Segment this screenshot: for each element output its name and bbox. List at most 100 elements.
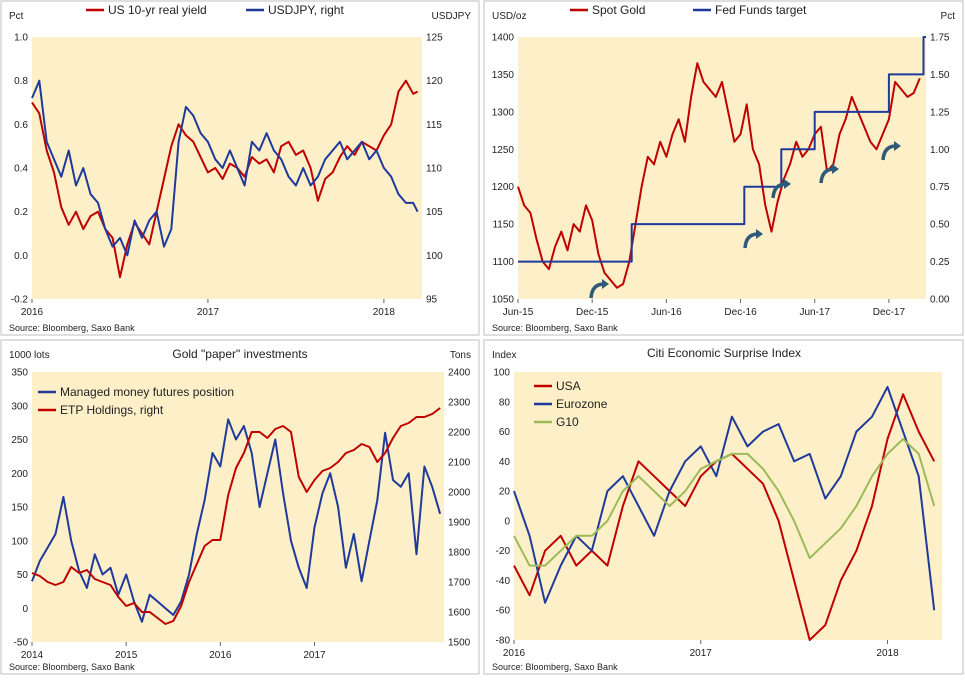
y-tick-right: 1.75 xyxy=(930,33,950,44)
x-tick-label: Jun-15 xyxy=(503,307,534,318)
y-tick-right: 115 xyxy=(426,120,442,131)
y-tick-right: 2300 xyxy=(448,398,471,409)
y-tick-left: 1050 xyxy=(492,295,515,306)
y-tick-right: 95 xyxy=(426,295,438,306)
legend-label: Fed Funds target xyxy=(715,3,807,17)
arrow-head-icon xyxy=(784,179,791,189)
right-axis-unit: Tons xyxy=(450,350,471,361)
y-tick-right: 100 xyxy=(426,251,443,262)
left-axis-unit: 1000 lots xyxy=(9,350,50,361)
y-tick-left: 0 xyxy=(504,516,510,527)
x-tick-label: 2017 xyxy=(690,648,713,659)
legend-label: US 10-yr real yield xyxy=(108,3,207,17)
y-tick-left: 1350 xyxy=(492,70,515,81)
y-tick-left: 60 xyxy=(499,427,511,438)
y-tick-left: 40 xyxy=(499,457,511,468)
x-tick-label: 2015 xyxy=(115,650,138,661)
source-note: Source: Bloomberg, Saxo Bank xyxy=(492,323,618,333)
y-tick-left: 1250 xyxy=(492,145,515,156)
y-tick-left: 0.6 xyxy=(14,120,28,131)
y-tick-left: -60 xyxy=(496,606,511,617)
y-tick-right: 1.50 xyxy=(930,70,950,81)
source-note: Source: Bloomberg, Saxo Bank xyxy=(9,662,135,672)
y-tick-right: 110 xyxy=(426,164,442,175)
legend-label: Spot Gold xyxy=(592,3,645,17)
y-tick-left: 20 xyxy=(499,487,511,498)
y-tick-right: 2400 xyxy=(448,368,471,379)
arrow-head-icon xyxy=(832,164,839,174)
chart-title: Gold "paper" investments xyxy=(172,347,307,361)
y-tick-right: 0.25 xyxy=(930,257,950,268)
y-tick-left: 1100 xyxy=(492,257,514,268)
y-tick-left: 250 xyxy=(11,435,28,446)
y-tick-left: 100 xyxy=(11,536,28,547)
y-tick-right: 120 xyxy=(426,76,443,87)
series-line-red xyxy=(517,62,921,289)
plot-area xyxy=(518,37,926,299)
x-tick-label: 2017 xyxy=(303,650,326,661)
source-note: Source: Bloomberg, Saxo Bank xyxy=(492,662,618,672)
legend-label: Managed money futures position xyxy=(60,385,234,399)
y-tick-left: 50 xyxy=(17,570,29,581)
y-tick-right: 0.75 xyxy=(930,182,950,193)
plot-area xyxy=(514,372,942,640)
y-tick-right: 105 xyxy=(426,207,443,218)
y-tick-left: 300 xyxy=(11,401,28,412)
right-axis-unit: Pct xyxy=(941,11,956,22)
y-tick-left: 1150 xyxy=(492,220,514,231)
series-line-blue xyxy=(518,36,926,263)
y-tick-right: 0.00 xyxy=(930,295,950,306)
y-tick-left: 80 xyxy=(499,397,511,408)
left-axis-unit: Pct xyxy=(9,11,24,22)
y-tick-left: -20 xyxy=(496,546,511,557)
x-tick-label: Jun-16 xyxy=(651,307,682,318)
legend-label: USA xyxy=(556,379,581,393)
y-tick-right: 1700 xyxy=(448,578,471,589)
y-tick-right: 1600 xyxy=(448,608,471,619)
series-line-blue xyxy=(31,79,419,257)
x-tick-label: Dec-16 xyxy=(724,307,757,318)
y-tick-left: 350 xyxy=(11,368,28,379)
left-axis-unit: Index xyxy=(492,350,516,361)
legend-label: Eurozone xyxy=(556,397,608,411)
source-note: Source: Bloomberg, Saxo Bank xyxy=(9,323,135,333)
y-tick-left: 0.2 xyxy=(14,207,28,218)
y-tick-right: 2100 xyxy=(448,458,471,469)
series-line-red xyxy=(31,407,441,625)
y-tick-left: 0 xyxy=(22,604,28,615)
y-tick-left: 1200 xyxy=(492,182,515,193)
x-tick-label: 2014 xyxy=(21,650,44,661)
series-line-green xyxy=(513,438,936,567)
x-tick-label: Dec-17 xyxy=(873,307,906,318)
y-tick-right: 125 xyxy=(426,33,443,44)
y-tick-left: 1400 xyxy=(492,33,515,44)
arrow-head-icon xyxy=(602,279,609,289)
y-tick-left: 1.0 xyxy=(14,33,28,44)
arrow-head-icon xyxy=(894,141,901,151)
y-tick-left: 100 xyxy=(493,368,510,379)
y-tick-left: -0.2 xyxy=(11,295,29,306)
y-tick-left: 0.0 xyxy=(14,251,28,262)
x-tick-label: 2016 xyxy=(209,650,232,661)
series-line-blue xyxy=(513,385,936,611)
series-line-red xyxy=(31,79,419,279)
x-tick-label: 2018 xyxy=(876,648,899,659)
y-tick-right: 1.25 xyxy=(930,107,950,118)
y-tick-left: -40 xyxy=(496,576,511,587)
x-tick-label: 2016 xyxy=(21,307,44,318)
x-tick-label: Jun-17 xyxy=(799,307,830,318)
y-tick-left: 150 xyxy=(11,503,28,514)
y-tick-right: 2200 xyxy=(448,428,471,439)
x-tick-label: Dec-15 xyxy=(576,307,609,318)
legend-label: USDJPY, right xyxy=(268,3,344,17)
legend-label: ETP Holdings, right xyxy=(60,403,164,417)
y-tick-left: 200 xyxy=(11,469,28,480)
chart-title: Citi Economic Surprise Index xyxy=(647,346,801,360)
x-tick-label: 2017 xyxy=(197,307,220,318)
right-axis-unit: USDJPY xyxy=(432,11,472,22)
y-tick-left: -80 xyxy=(496,636,511,647)
series-line-blue xyxy=(31,418,442,623)
legend-label: G10 xyxy=(556,415,579,429)
